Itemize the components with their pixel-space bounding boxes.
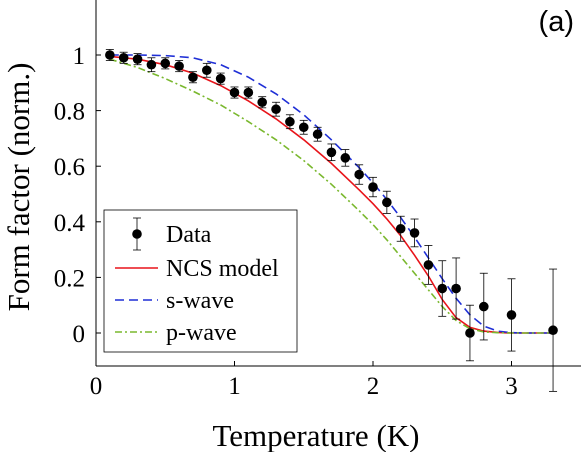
data-point <box>285 114 295 130</box>
data-point <box>118 51 129 64</box>
model-curves <box>109 54 553 334</box>
data-point <box>479 272 489 341</box>
x-tick-label: 3 <box>505 373 518 400</box>
data-point <box>146 57 157 73</box>
data-point <box>423 245 434 285</box>
data-marker <box>465 328 475 338</box>
data-marker <box>340 153 351 163</box>
data-marker <box>409 228 420 238</box>
legend-item: NCS model <box>115 256 279 282</box>
data-marker <box>437 283 448 294</box>
data-marker <box>229 87 240 98</box>
data-point <box>340 149 351 167</box>
data-marker <box>354 169 364 180</box>
x-tick-label: 0 <box>90 373 103 400</box>
data-point <box>326 143 337 162</box>
y-tick-label: 1 <box>73 43 86 70</box>
data-point <box>382 190 392 214</box>
data-marker <box>188 72 198 83</box>
y-tick-label: 0.6 <box>54 154 85 181</box>
legend-item: Data <box>132 217 212 251</box>
legend-label: s-wave <box>166 288 234 314</box>
data-marker <box>160 58 171 69</box>
data-point <box>257 96 268 109</box>
data-point <box>506 278 517 352</box>
data-marker <box>479 301 489 312</box>
legend: Data NCS model s-wave p-wave <box>103 209 298 353</box>
data-marker <box>451 283 461 294</box>
data-marker <box>285 116 295 127</box>
legend-label: p-wave <box>166 320 237 346</box>
data-marker <box>326 147 337 158</box>
y-tick-label: 0.8 <box>54 99 85 126</box>
data-point <box>132 53 143 66</box>
data-point <box>368 176 378 198</box>
y-tick-label: 0.4 <box>54 210 86 237</box>
data-marker <box>118 52 129 63</box>
data-marker <box>298 122 309 133</box>
data-marker <box>243 87 254 98</box>
legend-items: Data NCS model s-wave p-wave <box>115 217 279 346</box>
data-points <box>105 49 558 392</box>
data-point <box>160 57 171 70</box>
data-marker <box>105 50 115 60</box>
legend-label: NCS model <box>166 256 279 282</box>
data-point <box>409 218 420 248</box>
data-marker <box>132 54 143 64</box>
data-marker <box>395 223 406 234</box>
tick-marks <box>95 54 512 366</box>
data-point <box>298 119 309 135</box>
data-marker <box>423 260 434 270</box>
data-point <box>465 304 475 362</box>
x-tick-label: 1 <box>228 373 241 400</box>
data-point <box>229 86 240 99</box>
data-marker <box>271 104 281 115</box>
data-point <box>437 260 448 317</box>
legend-item: s-wave <box>115 288 234 314</box>
data-point <box>174 60 184 73</box>
data-point <box>188 71 198 84</box>
data-point <box>354 164 364 185</box>
data-marker <box>202 65 212 76</box>
data-marker <box>548 325 558 336</box>
y-tick-label: 0 <box>73 321 86 348</box>
x-tick-label: 2 <box>367 373 380 400</box>
data-marker <box>215 73 226 84</box>
p-wave-line <box>109 58 553 334</box>
data-marker <box>506 310 517 320</box>
data-marker <box>146 59 157 70</box>
data-marker <box>368 182 378 192</box>
ncs-model-line <box>109 55 553 334</box>
data-marker <box>312 129 323 140</box>
data-point <box>395 215 406 242</box>
data-marker <box>382 197 392 208</box>
s-wave-line <box>109 54 553 334</box>
legend-label: Data <box>166 222 212 248</box>
axes <box>95 0 581 367</box>
data-point <box>215 72 226 85</box>
tick-labels: 0 1 2 3 0 0.2 0.4 0.6 0.8 1 <box>54 43 518 400</box>
data-point <box>243 86 254 99</box>
data-point <box>105 49 115 61</box>
legend-item: p-wave <box>115 320 237 346</box>
y-axis-label: Form factor (norm.) <box>1 63 36 312</box>
data-marker <box>257 97 268 108</box>
x-axis-label: Temperature (K) <box>213 418 420 452</box>
data-point <box>202 62 212 78</box>
data-point <box>451 257 461 320</box>
legend-data-marker <box>132 229 142 239</box>
data-marker <box>174 61 184 71</box>
y-tick-label: 0.2 <box>54 265 85 292</box>
data-point <box>271 101 281 117</box>
data-point <box>548 268 558 392</box>
data-point <box>312 126 323 142</box>
panel-label: (a) <box>539 6 574 38</box>
